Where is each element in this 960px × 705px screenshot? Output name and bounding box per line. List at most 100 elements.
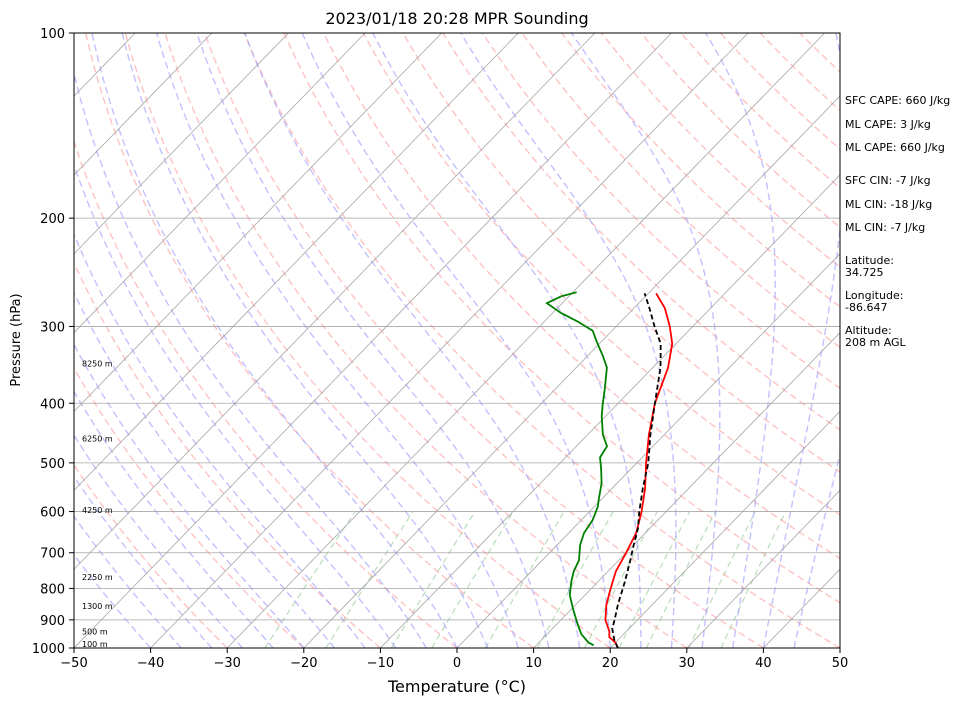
sfc-cape-text: SFC CAPE: 660 J/kg	[845, 94, 951, 107]
x-tick-label: −20	[290, 656, 317, 671]
y-axis: 1000 900 800 700 600 500 400 300 200 100	[32, 27, 74, 657]
dry-adiabat-line	[442, 33, 840, 431]
mixing-ratio-line	[264, 511, 356, 648]
x-tick-label: 30	[679, 656, 696, 671]
height-label: 8250 m	[82, 360, 113, 369]
y-tick-label: 400	[40, 397, 65, 412]
moist-adiabat-line	[74, 71, 427, 648]
chart-title: 2023/01/18 20:28 MPR Sounding	[325, 9, 588, 28]
mixing-ratio-line	[431, 511, 514, 648]
isotherm-line	[74, 33, 519, 491]
y-tick-label: 200	[40, 212, 65, 227]
moist-adiabat-line	[74, 162, 397, 648]
x-tick-label: 50	[832, 656, 849, 671]
isotherm-line	[74, 33, 213, 176]
moist-adiabat-line	[74, 553, 152, 648]
moist-adiabat-line	[74, 390, 274, 648]
height-label: 500 m	[82, 628, 108, 637]
dry-adiabat-line	[322, 33, 840, 560]
y-tick-label: 500	[40, 457, 65, 472]
ml-cape-text: ML CAPE: 3 J/kg	[845, 118, 931, 131]
dry-adiabat-line	[84, 33, 535, 648]
dry-adiabat-line	[481, 33, 840, 390]
isotherm-line	[609, 410, 840, 648]
moist-adiabat-line	[793, 451, 840, 648]
moist-adiabat-line	[74, 475, 213, 648]
moist-adiabat-line	[74, 515, 182, 648]
dry-adiabat-line	[203, 33, 764, 648]
x-axis: −50 −40 −30 −20 −10 0 10 20 30 40 50	[60, 648, 848, 671]
isotherm-line	[74, 33, 289, 255]
dry-adiabat-line	[402, 33, 840, 473]
moist-adiabat-line	[74, 343, 305, 648]
background-lines	[74, 33, 840, 648]
moist-adiabat-line	[244, 33, 581, 648]
profile-lines	[545, 291, 674, 648]
moist-adiabat-line	[301, 33, 611, 648]
mixing-ratio-line	[390, 511, 476, 648]
x-tick-label: 40	[755, 656, 772, 671]
isotherm-line	[380, 174, 840, 648]
height-label: 4250 m	[82, 506, 113, 515]
dry-adiabat-line	[243, 33, 840, 648]
altitude-text: Altitude: 208 m AGL	[845, 324, 906, 349]
ml-cin-text-2: ML CIN: -7 J/kg	[845, 221, 926, 234]
x-tick-label: −50	[60, 656, 87, 671]
moist-adiabat-line	[196, 33, 550, 648]
x-tick-label: −10	[367, 656, 394, 671]
moist-adiabat-line	[74, 434, 244, 648]
dry-adiabat-line	[521, 33, 840, 349]
height-label: 1300 m	[82, 602, 113, 611]
latitude-text: Latitude: 34.725	[845, 254, 894, 279]
moist-adiabat-line	[74, 291, 335, 648]
x-tick-label: −40	[137, 656, 164, 671]
dry-adiabat-line	[164, 33, 688, 648]
dry-adiabat-line	[74, 261, 381, 648]
isotherm-line	[150, 33, 749, 648]
mixing-ratio-line	[583, 511, 658, 648]
height-label: 6250 m	[82, 434, 113, 443]
moist-adiabat-line	[570, 33, 721, 648]
isotherm-line	[226, 33, 825, 648]
x-axis-label: Temperature (°C)	[387, 677, 526, 696]
x-tick-label: −30	[213, 656, 240, 671]
mixing-ratio-line	[688, 511, 756, 648]
moist-adiabat-line	[74, 232, 366, 648]
mixing-ratio-line	[645, 511, 717, 648]
isotherm-line	[686, 489, 840, 648]
y-tick-label: 900	[40, 614, 65, 629]
y-axis-label: Pressure (hPa)	[9, 293, 24, 386]
dry-adiabat-line	[561, 33, 840, 308]
parcel-line	[611, 293, 662, 648]
dry-adiabat-line	[362, 33, 840, 516]
longitude-text: Longitude: -86.647	[845, 289, 904, 314]
isotherm-line	[74, 33, 672, 648]
moist-adiabat-line	[762, 33, 840, 648]
isotherm-line	[456, 253, 840, 648]
moist-adiabat-line	[460, 33, 677, 648]
mixing-ratio-line	[536, 511, 614, 648]
ml-cape-text-2: ML CAPE: 660 J/kg	[845, 141, 945, 154]
dry-adiabat-line	[74, 464, 228, 648]
moist-adiabat-line	[121, 33, 489, 648]
sfc-cin-text: SFC CIN: -7 J/kg	[845, 174, 931, 187]
y-tick-label: 700	[40, 547, 65, 562]
y-tick-label: 600	[40, 506, 65, 521]
x-tick-label: 0	[453, 656, 461, 671]
dry-adiabat-line	[124, 33, 611, 648]
x-tick-label: 10	[525, 656, 542, 671]
moist-adiabat-line	[91, 33, 458, 648]
isotherm-line	[74, 33, 442, 413]
y-tick-label: 100	[40, 27, 65, 42]
height-labels: 100 m 500 m 1300 m 2250 m 4250 m 6250 m 8250 m	[82, 360, 113, 649]
isotherm-line	[303, 95, 840, 648]
dry-adiabat-line	[283, 33, 840, 604]
isotherm-line	[74, 33, 366, 334]
mixing-ratio-line	[484, 511, 565, 648]
y-tick-label: 1000	[32, 642, 65, 657]
moist-adiabat-line	[155, 33, 519, 648]
y-tick-label: 300	[40, 320, 65, 335]
height-label: 100 m	[82, 640, 108, 649]
ml-cin-text: ML CIN: -18 J/kg	[845, 198, 933, 211]
